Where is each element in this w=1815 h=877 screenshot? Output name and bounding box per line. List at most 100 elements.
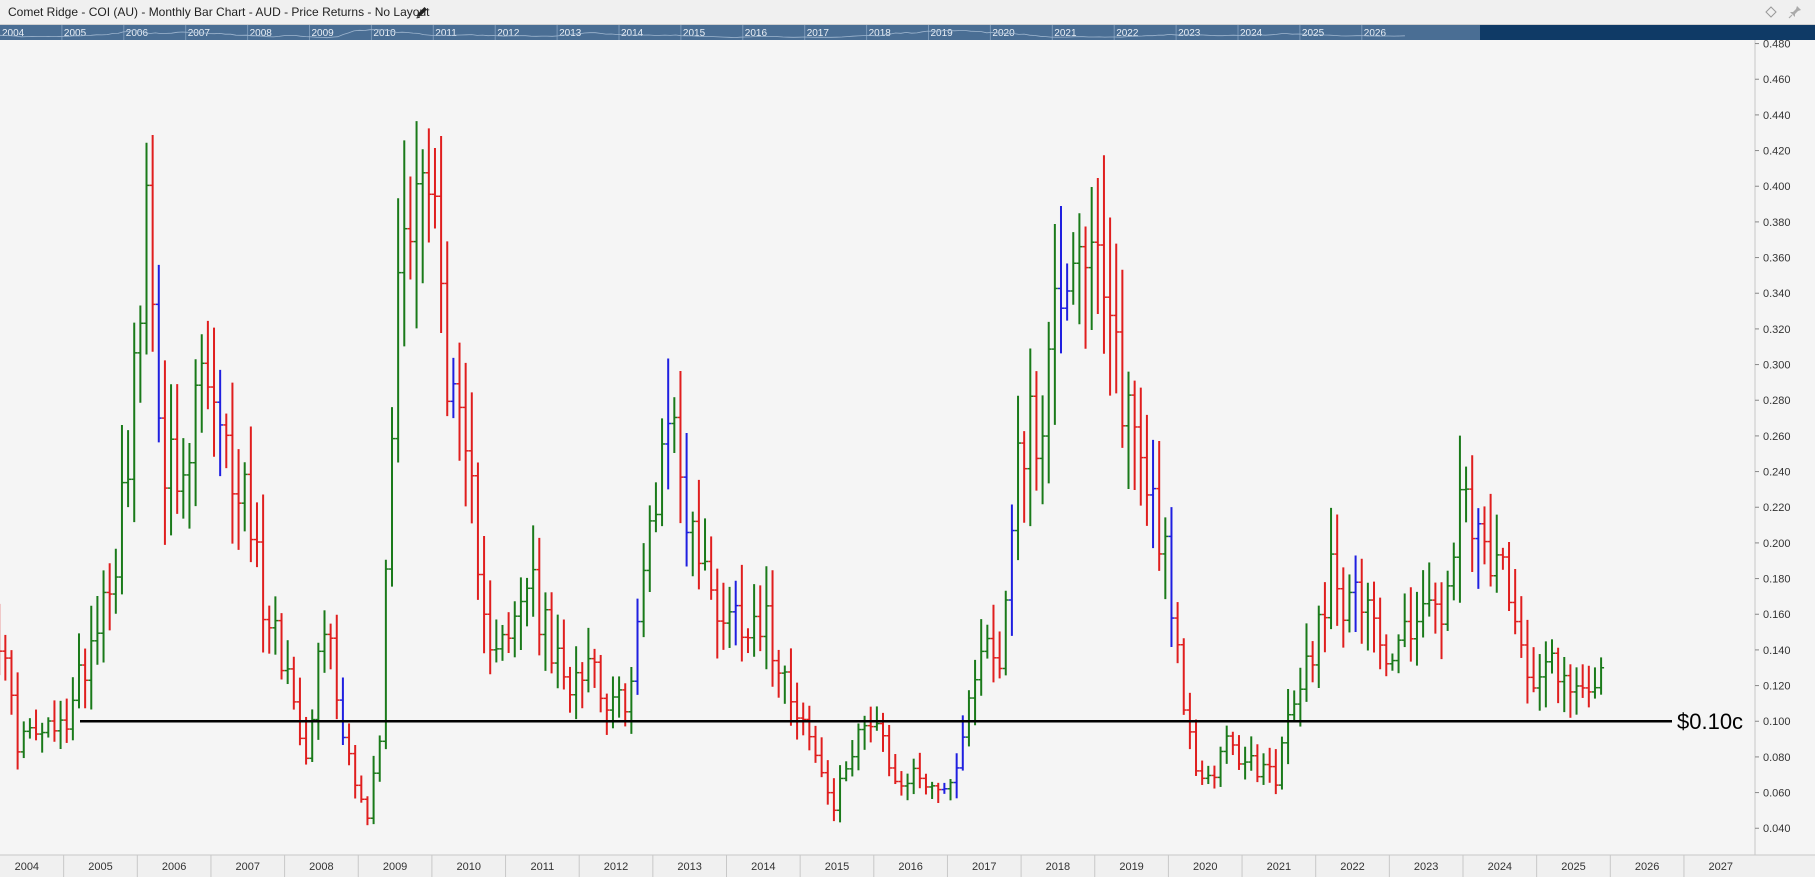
- ohlc-bar: [33, 709, 40, 741]
- ohlc-bar: [57, 700, 64, 750]
- ohlc-bar: [1143, 414, 1150, 526]
- ohlc-bar: [824, 760, 831, 805]
- ohlc-bar: [1413, 591, 1420, 666]
- ohlc-bar: [192, 359, 199, 507]
- ohlc-bar: [965, 690, 972, 747]
- navigator-year-label: 2019: [931, 28, 954, 39]
- ohlc-bar: [505, 612, 512, 654]
- ohlc-bar: [1223, 725, 1230, 764]
- ohlc-bar: [1094, 177, 1101, 315]
- x-tick-label: 2022: [1340, 861, 1364, 873]
- ohlc-bar: [1205, 765, 1212, 785]
- ohlc-bar: [118, 424, 125, 595]
- ohlc-bar: [880, 712, 887, 752]
- ohlc-bar: [1340, 567, 1347, 648]
- ohlc-bar: [1137, 387, 1144, 506]
- y-tick-label: 0.080: [1763, 752, 1791, 764]
- ohlc-bar: [517, 577, 524, 650]
- ohlc-bar: [659, 418, 666, 527]
- ohlc-bar: [26, 718, 33, 739]
- ohlc-bar: [837, 765, 844, 823]
- navigator-year-label: 2025: [1302, 28, 1325, 39]
- ohlc-bar: [916, 752, 923, 789]
- y-tick-label: 0.220: [1763, 502, 1791, 514]
- ohlc-bar: [125, 430, 132, 508]
- ohlc-bar: [1285, 689, 1292, 765]
- timeline-navigator[interactable]: 2004 2005 2006 2007 2008 2009 2010 2011 2012 2013…: [0, 25, 1815, 40]
- edit-pencil-icon[interactable]: [414, 4, 430, 20]
- ohlc-bar: [395, 198, 402, 463]
- x-tick-label: 2013: [677, 861, 701, 873]
- ohlc-bar: [1481, 506, 1488, 565]
- ohlc-bar: [818, 737, 825, 778]
- ohlc-bar: [1033, 371, 1040, 491]
- ohlc-bar: [1002, 590, 1009, 676]
- ohlc-bar: [910, 758, 917, 795]
- ohlc-bar: [425, 128, 432, 243]
- navigator-year-label: 2005: [64, 28, 87, 39]
- x-tick-label: 2008: [309, 861, 333, 873]
- ohlc-bar: [1070, 232, 1077, 305]
- ohlc-bar: [892, 754, 899, 785]
- ohlc-bar: [468, 392, 475, 524]
- ohlc-bar: [714, 568, 721, 659]
- ohlc-bar: [1254, 744, 1261, 783]
- ohlc-bar: [333, 614, 340, 720]
- ohlc-bar: [702, 518, 709, 571]
- ohlc-bar: [1487, 493, 1494, 587]
- ohlc-bar: [665, 358, 672, 490]
- ohlc-bar: [358, 775, 365, 803]
- ohlc-bar: [168, 384, 175, 536]
- ohlc-bar: [376, 735, 383, 782]
- ohlc-bar: [530, 525, 537, 617]
- ohlc-bar: [1536, 654, 1543, 711]
- ohlc-bar: [1518, 596, 1525, 658]
- ohlc-bar: [88, 605, 95, 710]
- ohlc-bar: [1119, 269, 1126, 448]
- ohlc-bar: [1334, 514, 1341, 626]
- ohlc-bar: [1561, 656, 1568, 713]
- ohlc-bar: [585, 627, 592, 693]
- ohlc-bar: [603, 693, 610, 735]
- navigator-year-label: 2007: [188, 28, 211, 39]
- navigator-minimap: 2004 2005 2006 2007 2008 2009 2010 2011 2012 2013…: [0, 25, 1405, 40]
- ohlc-bar: [1512, 569, 1519, 635]
- ohlc-bar: [290, 656, 297, 710]
- x-tick-label: 2009: [383, 861, 407, 873]
- ohlc-bar: [1506, 542, 1513, 612]
- ohlc-bar: [339, 677, 346, 746]
- ohlc-bar: [186, 443, 193, 529]
- ohlc-bar: [1021, 431, 1028, 523]
- navigator-window[interactable]: [1480, 25, 1815, 40]
- ohlc-bar: [744, 628, 751, 654]
- ohlc-bar: [198, 334, 205, 433]
- x-axis: 2004 2005 2006 2007 2008 2009 2010 2011 2012 2013…: [0, 854, 1815, 877]
- ohlc-bar: [542, 592, 549, 671]
- y-tick-label: 0.040: [1763, 823, 1791, 835]
- navigator-year-label: 2006: [126, 28, 149, 39]
- pin-icon[interactable]: [1788, 5, 1802, 19]
- ohlc-bar: [591, 648, 598, 688]
- ohlc-bar: [1180, 638, 1187, 715]
- ohlc-bar: [1088, 186, 1095, 330]
- ohlc-bar: [757, 585, 764, 652]
- chart-title: Comet Ridge - COI (AU) - Monthly Bar Cha…: [8, 5, 430, 19]
- ohlc-bar: [1463, 466, 1470, 523]
- ohlc-bar: [1328, 507, 1335, 630]
- ohlc-bar: [830, 778, 837, 822]
- ohlc-bar: [1303, 623, 1310, 702]
- ohlc-bar: [1407, 587, 1414, 662]
- y-tick-label: 0.300: [1763, 360, 1791, 372]
- ohlc-bar: [1045, 321, 1052, 484]
- ohlc-bar: [1315, 605, 1322, 689]
- ohlc-bar: [1229, 731, 1236, 756]
- ohlc-bar: [241, 462, 248, 532]
- diamond-icon[interactable]: [1765, 6, 1777, 18]
- ohlc-bar: [953, 753, 960, 799]
- ohlc-bar: [1131, 380, 1138, 490]
- ohlc-bar: [1235, 735, 1242, 770]
- ohlc-bar: [573, 646, 580, 720]
- navigator-year-label: 2021: [1054, 28, 1077, 39]
- ohlc-bar: [996, 631, 1003, 679]
- price-chart[interactable]: 0.040 0.060 0.080 0.100 0.120 0.140 0.160 0.180…: [0, 40, 1815, 877]
